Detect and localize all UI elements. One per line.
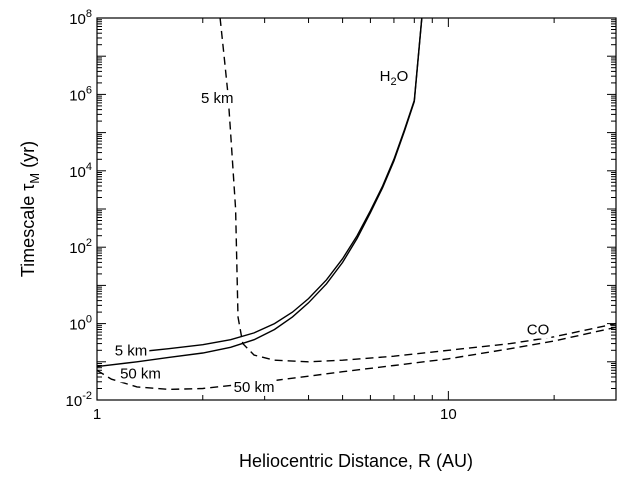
annotation-left-5km: 5 km [112,342,150,360]
y-tick-label: 100 [69,314,92,334]
x-tick-label: 10 [440,406,457,423]
svg-text:5 km: 5 km [201,90,234,107]
annotation-left-50km: 50 km [118,365,163,383]
x-axis-label: Heliocentric Distance, R (AU) [239,451,473,471]
svg-text:50 km: 50 km [234,379,275,396]
svg-text:H2O: H2O [380,68,409,88]
y-axis-label-main: Timescale τ [18,184,38,277]
series-layer [97,18,616,391]
annotation-top-5km: 5 km [199,90,236,108]
y-tick-label: 104 [69,161,92,181]
annotations: H2O CO 5 km 50 km 50 km 5 km [112,68,552,396]
svg-text:50 km: 50 km [120,365,161,382]
y-axis-label-tail: (yr) [18,141,38,173]
x-tick-label: 1 [93,406,101,423]
svg-text:5 km: 5 km [115,342,148,359]
plot-frame [96,17,617,401]
series-h2o-50km [97,18,423,368]
annotation-bottom-50km: 50 km [231,378,277,396]
series-co-5km [219,18,616,363]
y-axis-label: Timescale τM (yr) [18,141,42,277]
svg-text:CO: CO [527,322,550,339]
axis-ticks [96,18,617,401]
y-tick-label: 108 [69,8,92,28]
series-co-50km [97,326,616,391]
y-tick-label: 10-2 [66,390,92,410]
y-tick-label: 102 [69,237,92,257]
annotation-co: CO [524,321,552,339]
y-tick-label: 106 [69,84,92,104]
annotation-h2o: H2O [377,68,411,89]
y-axis-label-sub: M [27,173,42,184]
